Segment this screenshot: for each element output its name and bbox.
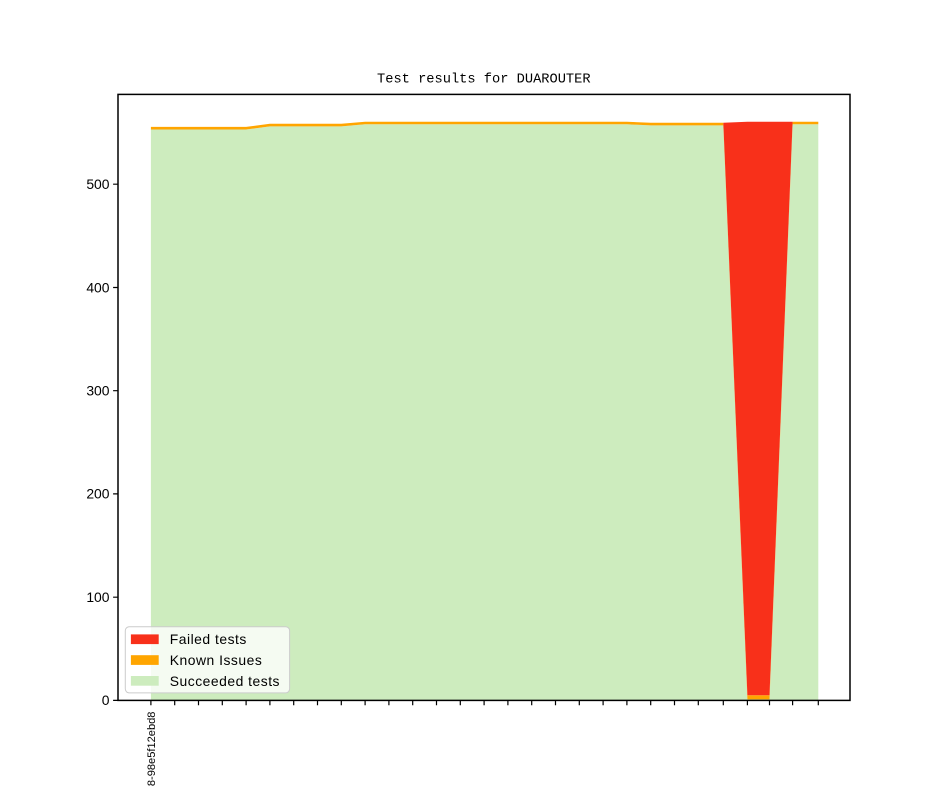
svg-text:400: 400 [86,279,109,295]
svg-text:0: 0 [102,692,110,708]
svg-text:Succeeded tests: Succeeded tests [170,673,280,689]
svg-text:100: 100 [86,589,109,605]
svg-text:8-98e5f12ebd8: 8-98e5f12ebd8 [146,712,158,787]
svg-text:500: 500 [86,176,109,192]
svg-text:Test results for DUAROUTER: Test results for DUAROUTER [377,73,591,88]
svg-text:Known Issues: Known Issues [170,652,262,668]
svg-text:200: 200 [86,486,109,502]
svg-text:Failed tests: Failed tests [170,631,247,647]
svg-text:300: 300 [86,383,109,399]
